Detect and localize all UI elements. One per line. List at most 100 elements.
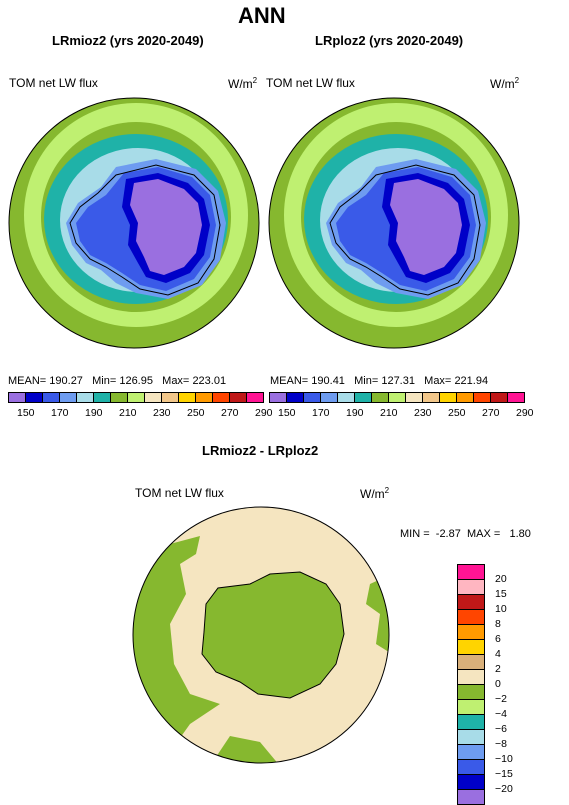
colorbar-swatch [144, 392, 162, 403]
colorbar-tick-label: 230 [153, 407, 171, 419]
colorbar-tick-label: 290 [255, 407, 273, 419]
colorbar-swatch [422, 392, 440, 403]
colorbar-swatch [457, 699, 485, 715]
colorbar-swatch [457, 609, 485, 625]
colorbar-swatch [457, 669, 485, 685]
colorbar-tick-label: 250 [187, 407, 205, 419]
colorbar-swatch [457, 594, 485, 610]
colorbar-swatch [457, 639, 485, 655]
colorbar-swatch [457, 654, 485, 670]
colorbar-tick-label: 270 [221, 407, 239, 419]
colorbar-swatch [457, 774, 485, 790]
colorbar-swatch [457, 729, 485, 745]
colorbar-tick-label: 10 [495, 603, 507, 615]
map-panel-diff [132, 506, 390, 764]
colorbar-swatch [161, 392, 179, 403]
colorbar-tick-label: 8 [495, 618, 501, 630]
colorbar-tick-label: 150 [278, 407, 296, 419]
diff-map-coastline [201, 571, 345, 699]
colorbar-swatch [178, 392, 196, 403]
colorbar-swatch [457, 684, 485, 700]
colorbar-tick-label: 150 [17, 407, 35, 419]
diff-panel-stats: MIN = -2.87 MAX = 1.80 [400, 528, 531, 540]
colorbar-tick-label: −2 [495, 693, 507, 705]
colorbar-swatch [286, 392, 304, 403]
colorbar-swatch [457, 564, 485, 580]
colorbar-tick-label: −8 [495, 738, 507, 750]
map-2-coastline [329, 164, 481, 296]
colorbar-swatch [320, 392, 338, 403]
panel-2-title: LRploz2 (yrs 2020-2049) [315, 33, 464, 48]
colorbar-swatch [269, 392, 287, 403]
diff-map-antarctica [202, 572, 344, 698]
colorbar-swatch [457, 714, 485, 730]
map-1-coastline [69, 164, 221, 296]
colorbar-panel-1 [8, 392, 264, 403]
colorbar-tick-label: 170 [312, 407, 330, 419]
colorbar-swatch [473, 392, 491, 403]
colorbar-tick-label: −10 [495, 753, 513, 765]
colorbar-swatch [212, 392, 230, 403]
colorbar-tick-label: 2 [495, 663, 501, 675]
colorbar-swatch [457, 624, 485, 640]
colorbar-swatch [457, 579, 485, 595]
colorbar-swatch [246, 392, 264, 403]
colorbar-tick-label: 20 [495, 573, 507, 585]
map-panel-2 [268, 97, 520, 349]
colorbar-swatch [457, 759, 485, 775]
panel-2-units: W/m2 [490, 76, 520, 91]
map-1-antarctic-plateau [130, 179, 202, 275]
colorbar-tick-label: 210 [119, 407, 137, 419]
colorbar-tick-label: 190 [346, 407, 364, 419]
colorbar-swatch [93, 392, 111, 403]
panel-2-stats: MEAN= 190.41 Min= 127.31 Max= 221.94 [270, 375, 489, 387]
panel-1-title: LRmioz2 (yrs 2020-2049) [52, 33, 204, 48]
colorbar-swatch [371, 392, 389, 403]
colorbar-swatch [8, 392, 26, 403]
colorbar-tick-label: 270 [482, 407, 500, 419]
colorbar-swatch [59, 392, 77, 403]
colorbar-swatch [490, 392, 508, 403]
colorbar-swatch [457, 789, 485, 805]
colorbar-swatch [303, 392, 321, 403]
panel-1-variable: TOM net LW flux [9, 76, 98, 90]
diff-panel-title: LRmioz2 - LRploz2 [202, 443, 319, 458]
map-panel-1 [8, 97, 260, 349]
colorbar-diff [457, 564, 485, 805]
colorbar-tick-label: 230 [414, 407, 432, 419]
colorbar-tick-label: −6 [495, 723, 507, 735]
colorbar-swatch [337, 392, 355, 403]
diff-panel-units: W/m2 [360, 486, 390, 501]
colorbar-swatch [42, 392, 60, 403]
colorbar-panel-2 [269, 392, 525, 403]
panel-2-variable: TOM net LW flux [266, 76, 355, 90]
colorbar-tick-label: 15 [495, 588, 507, 600]
colorbar-swatch [457, 744, 485, 760]
colorbar-tick-label: 210 [380, 407, 398, 419]
panel-1-stats: MEAN= 190.27 Min= 126.95 Max= 223.01 [8, 375, 227, 387]
colorbar-swatch [507, 392, 525, 403]
colorbar-swatch [456, 392, 474, 403]
colorbar-swatch [388, 392, 406, 403]
colorbar-tick-label: 170 [51, 407, 69, 419]
colorbar-swatch [229, 392, 247, 403]
colorbar-tick-label: 250 [448, 407, 466, 419]
colorbar-swatch [25, 392, 43, 403]
colorbar-tick-label: −20 [495, 783, 513, 795]
colorbar-tick-label: 190 [85, 407, 103, 419]
colorbar-swatch [127, 392, 145, 403]
colorbar-swatch [195, 392, 213, 403]
colorbar-tick-label: −4 [495, 708, 507, 720]
colorbar-tick-label: 4 [495, 648, 501, 660]
figure-title: ANN [238, 3, 286, 28]
colorbar-swatch [76, 392, 94, 403]
map-2-antarctic-plateau [390, 179, 462, 275]
colorbar-tick-label: 290 [516, 407, 534, 419]
colorbar-tick-label: 0 [495, 678, 501, 690]
colorbar-swatch [354, 392, 372, 403]
colorbar-swatch [439, 392, 457, 403]
diff-panel-variable: TOM net LW flux [135, 486, 224, 500]
panel-1-units: W/m2 [228, 76, 258, 91]
colorbar-swatch [405, 392, 423, 403]
colorbar-tick-label: 6 [495, 633, 501, 645]
